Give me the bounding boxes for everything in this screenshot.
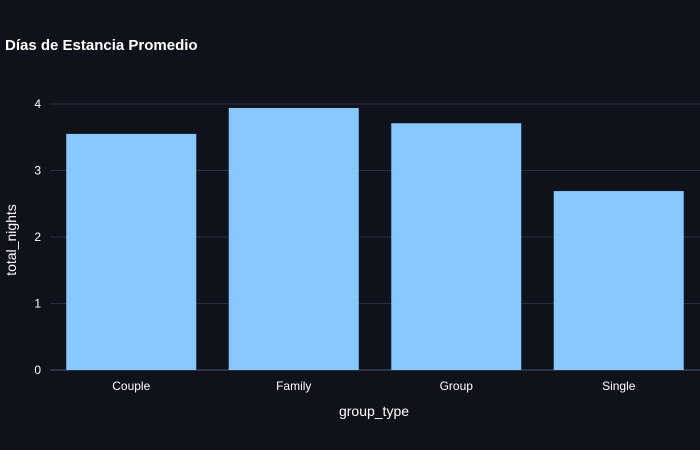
x-tick-label-group: Group: [440, 379, 474, 393]
x-tick-label-single: Single: [602, 379, 636, 393]
x-tick-label-couple: Couple: [112, 379, 150, 393]
y-tick-label: 2: [34, 230, 41, 244]
bars: [66, 107, 684, 371]
bar-group[interactable]: [391, 123, 522, 371]
x-axis-ticks: Couple Family Group Single: [112, 379, 636, 393]
bar-family[interactable]: [228, 107, 359, 370]
y-tick-label: 4: [34, 97, 41, 111]
y-axis-title: total_nights: [3, 204, 19, 276]
y-tick-label: 1: [34, 296, 41, 310]
x-tick-label-family: Family: [276, 379, 311, 393]
chart-title: Días de Estancia Promedio: [5, 37, 198, 54]
bar-single[interactable]: [553, 191, 684, 370]
y-axis-ticks: 0 1 2 3 4: [34, 97, 41, 377]
bar-couple[interactable]: [66, 133, 197, 370]
x-axis-title: group_type: [339, 403, 409, 419]
y-tick-label: 3: [34, 163, 41, 177]
y-tick-label: 0: [34, 363, 41, 377]
